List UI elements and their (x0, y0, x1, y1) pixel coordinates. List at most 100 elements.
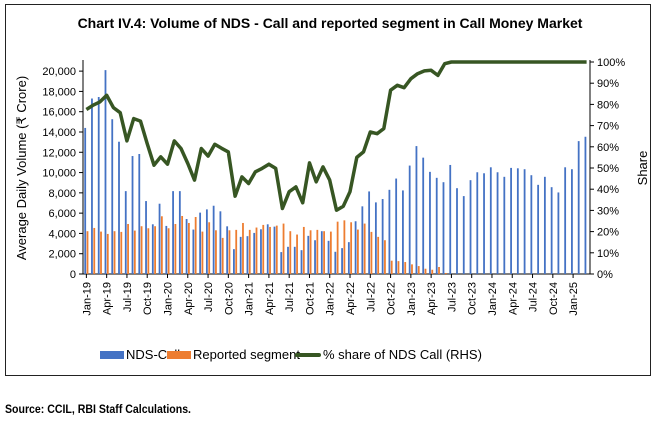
y2-tick-label: 50% (597, 163, 619, 175)
bar-nds-call (483, 173, 485, 274)
bar-nds-call (314, 240, 316, 274)
x-tick-label: Oct-20 (223, 282, 235, 315)
legend-item-share: % share of NDS Call (RHS) (295, 347, 482, 362)
x-tick-label: Apr-21 (264, 282, 276, 315)
bar-reported-segment (242, 222, 244, 274)
bar-nds-call (442, 182, 445, 274)
legend-item-nds-call: NDS-Call (100, 347, 180, 362)
legend-swatch (100, 350, 124, 359)
y-axis-title: Average Daily Volume (₹ Crore) (14, 76, 29, 260)
bar-nds-call (260, 229, 262, 274)
x-tick-label: Oct-23 (467, 282, 479, 315)
bar-nds-call (361, 206, 364, 274)
bar-nds-call (564, 167, 567, 274)
bar-reported-segment (100, 231, 102, 274)
bar-nds-call (233, 249, 235, 274)
bar-nds-call (158, 203, 161, 274)
bar-reported-segment (147, 228, 150, 274)
line-share-nds-call (85, 60, 587, 212)
bar-reported-segment (248, 229, 251, 274)
y-tick-label: 2,000 (48, 249, 76, 261)
bar-reported-segment (215, 230, 217, 274)
y-tick-label: 16,000 (42, 107, 76, 119)
bar-nds-call (503, 176, 506, 274)
bar-nds-call (151, 224, 154, 274)
bar-nds-call (496, 172, 499, 274)
bar-reported-segment (194, 216, 197, 274)
bar-reported-segment (417, 266, 420, 274)
bar-reported-segment (357, 229, 359, 274)
bar-reported-segment (390, 260, 393, 274)
x-tick-label: Oct-22 (386, 282, 398, 315)
bar-nds-call (462, 196, 465, 274)
y-tick-label: 4,000 (48, 228, 76, 240)
bar-reported-segment (438, 267, 440, 274)
bar-reported-segment (262, 224, 265, 274)
x-tick-label: Jul-24 (528, 282, 540, 312)
bar-nds-call (354, 221, 357, 274)
bar-reported-segment (404, 262, 407, 274)
bar-reported-segment (282, 223, 285, 274)
bar-nds-call (456, 188, 458, 274)
bar-reported-segment (113, 231, 116, 274)
bar-nds-call (571, 169, 573, 274)
y2-tick-label: 90% (597, 78, 619, 90)
y2-tick-label: 80% (597, 99, 619, 111)
bar-nds-call (280, 252, 283, 274)
bar-nds-call (429, 171, 431, 274)
bar-reported-segment (302, 226, 305, 274)
legend-label: NDS-Call (126, 347, 181, 362)
bar-nds-call (212, 205, 215, 274)
bar-nds-call (523, 169, 526, 274)
bar-reported-segment (323, 231, 325, 274)
bar-reported-segment (201, 231, 204, 274)
bar-nds-call (435, 177, 438, 274)
y2-tick-label: 20% (597, 227, 619, 239)
bar-reported-segment (275, 225, 278, 274)
bar-nds-call (415, 146, 418, 274)
bar-reported-segment (154, 226, 156, 274)
bar-nds-call (537, 184, 540, 274)
bar-nds-call (239, 236, 242, 274)
bar-nds-call (388, 189, 391, 274)
x-tick-label: Jul-23 (446, 282, 458, 312)
legend-swatch (167, 350, 191, 359)
bar-reported-segment (411, 264, 413, 274)
bar-nds-call (422, 157, 425, 274)
bar-nds-call (205, 209, 208, 274)
y2-tick-label: 0% (597, 269, 613, 281)
bar-reported-segment (93, 227, 96, 274)
bar-nds-call (374, 202, 377, 274)
bar-reported-segment (235, 229, 238, 274)
bar-reported-segment (377, 236, 380, 274)
bar-nds-call (341, 248, 343, 274)
bar-nds-call (165, 225, 168, 274)
bar-reported-segment (289, 231, 292, 274)
bar-reported-segment (228, 230, 231, 274)
chart-title: Chart IV.4: Volume of NDS - Call and rep… (77, 15, 583, 31)
bar-reported-segment (444, 272, 447, 274)
x-tick-label: Jul-19 (122, 282, 134, 312)
y2-tick-label: 70% (597, 121, 619, 133)
x-tick-label: Jul-22 (365, 282, 377, 312)
x-tick-label: Oct-21 (304, 282, 316, 315)
legend-label: Reported segment (193, 347, 300, 362)
x-tick-label: Apr-22 (345, 282, 357, 315)
bar-reported-segment (269, 226, 271, 274)
bar-nds-call (408, 165, 411, 274)
bar-reported-segment (350, 222, 353, 274)
x-tick-label: Jan-23 (406, 282, 418, 316)
bar-nds-call (287, 246, 289, 274)
y2-tick-label: 100% (597, 57, 625, 69)
bar-nds-call (273, 226, 276, 274)
bar-nds-call (219, 211, 222, 274)
source-note: Source: CCIL, RBI Staff Calculations. (5, 402, 191, 416)
bar-nds-call (226, 226, 229, 274)
bar-nds-call (449, 164, 452, 274)
bar-nds-call (584, 136, 587, 274)
bar-nds-call (300, 250, 303, 274)
bar-nds-call (516, 168, 519, 274)
y-tick-label: 14,000 (42, 127, 76, 139)
bar-nds-call (530, 175, 533, 274)
y-tick-label: 8,000 (48, 188, 76, 200)
